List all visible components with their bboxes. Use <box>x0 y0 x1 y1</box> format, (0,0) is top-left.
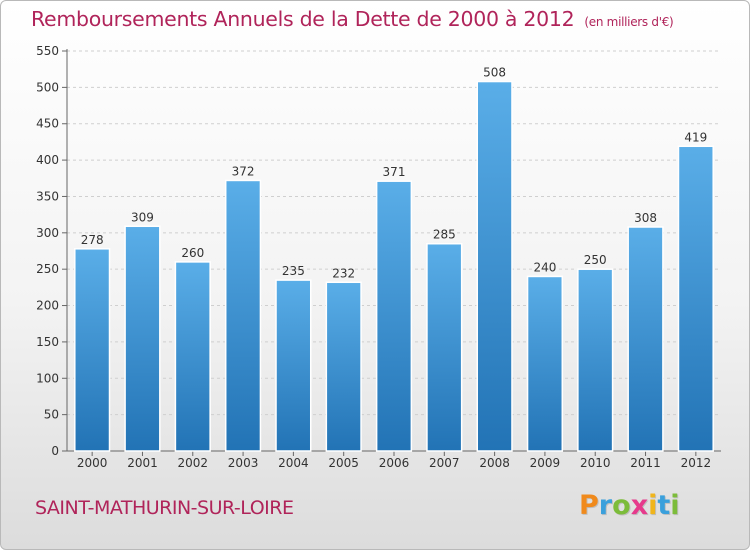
logo-letter: x <box>630 490 649 521</box>
chart-title-text: Remboursements Annuels de la Dette de 20… <box>31 7 575 31</box>
bars <box>74 80 714 452</box>
x-tick-label: 2005 <box>328 456 359 470</box>
bar-chart: 0 50 100 150 200 250 300 350 400 450 500 550 2000 200… <box>36 44 721 470</box>
x-tick-label: 2003 <box>228 456 259 470</box>
bar-2005 <box>325 281 362 452</box>
logo-letter: r <box>598 490 613 521</box>
proxiti-logo: Proxiti <box>579 490 680 521</box>
y-tick-label: 150 <box>36 335 59 349</box>
bar-2003 <box>224 179 262 452</box>
bar-value-label: 278 <box>81 233 104 247</box>
bar-2011 <box>627 226 664 452</box>
x-tick-label: 2001 <box>127 456 158 470</box>
y-tick-label: 300 <box>36 226 59 240</box>
bar-2000 <box>74 248 111 452</box>
x-tick-label: 2004 <box>278 456 309 470</box>
x-tick-label: 2011 <box>630 456 661 470</box>
bar-2002 <box>174 261 211 452</box>
y-tick-label: 500 <box>36 80 59 94</box>
x-tick-label: 2000 <box>77 456 108 470</box>
chart-title: Remboursements Annuels de la Dette de 20… <box>31 7 674 31</box>
y-tick-label: 250 <box>36 262 59 276</box>
x-tick-label: 2007 <box>429 456 460 470</box>
y-tick-label: 350 <box>36 189 59 203</box>
x-tick-label: 2006 <box>379 456 410 470</box>
bar-2007 <box>426 242 463 452</box>
bar-value-label: 235 <box>282 264 305 278</box>
bar-value-label: 508 <box>483 66 506 80</box>
x-tick-label: 2012 <box>681 456 712 470</box>
bar-value-label: 371 <box>383 165 406 179</box>
x-tick-label: 2010 <box>580 456 611 470</box>
bar-2010 <box>577 268 614 452</box>
y-tick-label: 550 <box>36 44 59 58</box>
data-labels: 278 309 260 372 235 232 371 285 508 240 250 308 419 <box>81 66 708 281</box>
bar-value-label: 372 <box>232 164 255 178</box>
bar-value-label: 240 <box>533 260 556 274</box>
bar-value-label: 285 <box>433 228 456 242</box>
location-name: SAINT-MATHURIN-SUR-LOIRE <box>35 497 294 519</box>
y-tick-label: 400 <box>36 153 59 167</box>
bar-value-label: 232 <box>332 266 355 280</box>
bar-2009 <box>526 275 564 452</box>
bar-2008 <box>476 80 513 452</box>
logo-letter: P <box>579 490 599 521</box>
chart-subtitle: (en milliers d'€) <box>584 15 674 29</box>
x-tick-label: 2008 <box>479 456 510 470</box>
y-tick-label: 100 <box>36 371 59 385</box>
y-tick-label: 450 <box>36 117 59 131</box>
bar-value-label: 250 <box>584 253 607 267</box>
logo-letter: t <box>657 490 671 521</box>
logo-letter: o <box>612 490 631 521</box>
bar-value-label: 419 <box>684 130 707 144</box>
bar-2006 <box>375 180 413 452</box>
bar-2001 <box>124 225 161 452</box>
y-tick-label: 50 <box>44 408 59 422</box>
x-tick-label: 2009 <box>530 456 561 470</box>
bar-value-label: 309 <box>131 210 154 224</box>
bar-value-label: 260 <box>181 246 204 260</box>
bar-2004 <box>275 279 312 452</box>
bar-value-label: 308 <box>634 211 657 225</box>
y-tick-label: 200 <box>36 299 59 313</box>
logo-letter: i <box>648 490 658 521</box>
y-tick-label: 0 <box>51 444 59 458</box>
logo-letter: i <box>670 490 680 521</box>
bar-2012 <box>677 145 714 452</box>
x-tick-label: 2002 <box>177 456 208 470</box>
